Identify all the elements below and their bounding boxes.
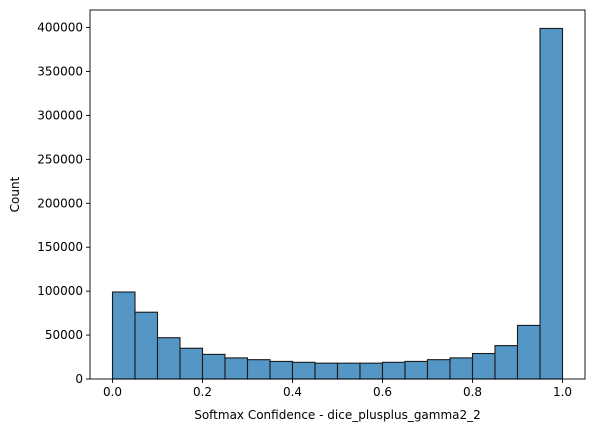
- y-tick-label: 100000: [37, 284, 83, 298]
- y-tick-label: 200000: [37, 196, 83, 210]
- histogram-bar: [404, 360, 429, 380]
- histogram-bar: [336, 362, 361, 380]
- histogram-bar: [471, 352, 496, 380]
- plot-area-frame: [89, 9, 586, 380]
- histogram-bar: [269, 360, 294, 380]
- y-tick-label: 300000: [37, 108, 83, 122]
- y-tick-label: 350000: [37, 65, 83, 79]
- x-tick-label: 0.8: [463, 385, 482, 399]
- x-tick-label: 0.4: [283, 385, 302, 399]
- histogram-bar: [156, 337, 181, 380]
- histogram-bar: [449, 357, 474, 380]
- histogram-bar: [179, 347, 204, 380]
- histogram-bar: [359, 362, 384, 380]
- histogram-bar: [539, 27, 564, 380]
- histogram-bar: [516, 324, 541, 380]
- y-tick-label: 150000: [37, 240, 83, 254]
- bars: [111, 27, 564, 380]
- x-tick-label: 1.0: [553, 385, 572, 399]
- y-tick-label: 250000: [37, 152, 83, 166]
- x-tick-label: 0.6: [373, 385, 392, 399]
- histogram-bar: [494, 345, 519, 380]
- histogram-bar: [246, 359, 271, 380]
- x-tick-label: 0.0: [103, 385, 122, 399]
- histogram-bar: [224, 357, 249, 380]
- histogram-bar: [111, 291, 136, 380]
- x-axis-ticks: 0.0 0.2 0.4 0.6 0.8 1.0: [103, 379, 572, 399]
- x-axis-label: Softmax Confidence - dice_plusplus_gamma…: [194, 408, 481, 422]
- y-axis-label: Count: [8, 176, 22, 212]
- y-tick-label: 0: [75, 372, 83, 386]
- histogram-bar: [291, 361, 316, 380]
- histogram-bar: [426, 359, 451, 380]
- histogram-bar: [201, 353, 226, 380]
- histogram-bar: [381, 361, 406, 380]
- y-tick-label: 400000: [37, 21, 83, 35]
- histogram-bar: [134, 311, 159, 380]
- histogram-bar: [314, 362, 339, 380]
- x-tick-label: 0.2: [193, 385, 212, 399]
- y-axis-ticks: 0 50000 100000 150000 200000 250000 300000 3500…: [37, 21, 90, 386]
- y-tick-label: 50000: [45, 328, 83, 342]
